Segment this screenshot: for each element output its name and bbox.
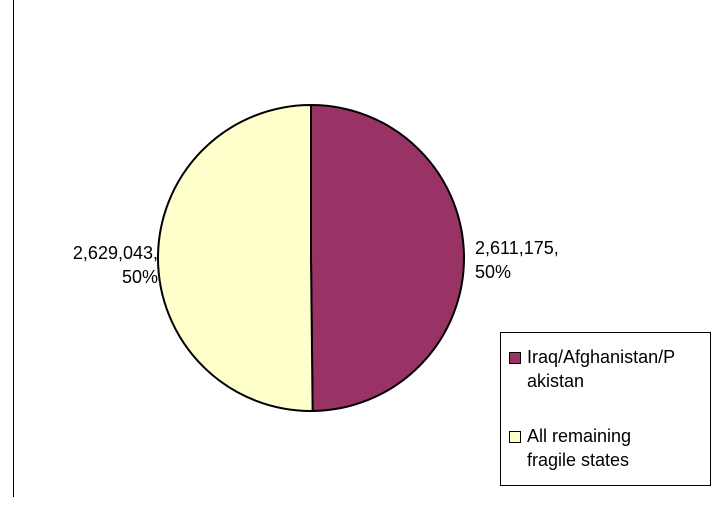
data-label-percent: 50% (475, 262, 512, 282)
legend-swatch (509, 352, 521, 364)
legend-item-iraq: Iraq/Afghanistan/P akistan (509, 345, 707, 393)
legend-label-line: All remaining (527, 426, 632, 446)
data-label-iraq: 2,611,175, 50% (475, 236, 559, 284)
legend-item-remaining: All remaining fragile states (509, 424, 707, 472)
pie-slice-0 (310, 103, 465, 413)
legend-label-line: Iraq/Afghanistan/P (527, 347, 676, 367)
data-label-remaining: 2,629,043, 50% (48, 241, 158, 289)
data-label-percent: 50% (121, 267, 158, 287)
legend-label: All remaining fragile states (527, 424, 707, 472)
pie-slice-1 (157, 103, 314, 412)
legend-label-line: fragile states (527, 450, 630, 470)
chart-legend: Iraq/Afghanistan/P akistan All remaining… (500, 332, 711, 486)
legend-swatch (509, 431, 521, 443)
legend-label: Iraq/Afghanistan/P akistan (527, 345, 707, 393)
data-label-value: 2,629,043, (72, 243, 158, 263)
chart-frame-border (13, 0, 14, 497)
data-label-value: 2,611,175, (475, 238, 559, 258)
legend-label-line: akistan (527, 371, 585, 391)
